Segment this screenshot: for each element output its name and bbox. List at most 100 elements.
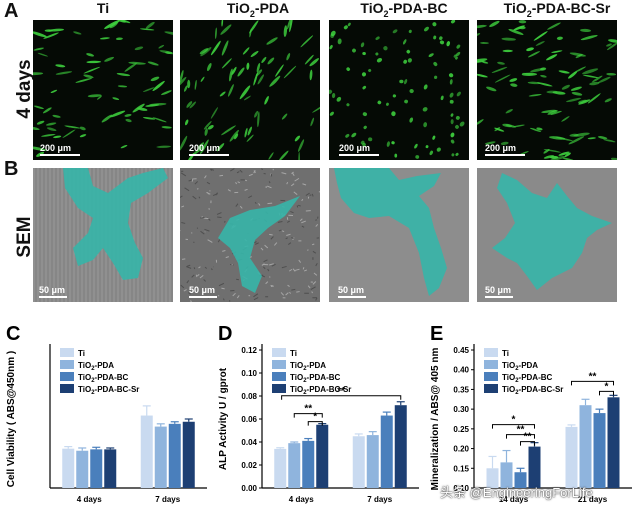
cell-mark [158, 44, 165, 49]
cell-mark [399, 79, 404, 84]
cell-mark [575, 53, 583, 59]
cell-mark [501, 37, 516, 41]
cell-mark [50, 89, 58, 94]
cell-mark [556, 36, 563, 40]
cell-mark [189, 101, 197, 109]
cell-mark [604, 98, 612, 103]
significance-mark: * [512, 415, 516, 426]
cell-mark [128, 61, 146, 65]
column-title-tio2-pda: TiO2-PDA [183, 0, 333, 19]
cell-mark [383, 46, 388, 51]
cell-mark [455, 51, 461, 57]
cell-mark [33, 105, 44, 110]
fluorescence-image-ti: 200 μm [33, 20, 173, 160]
legend-swatch [272, 360, 286, 369]
cell-mark [391, 111, 396, 117]
fluorescence-cells-ti [33, 20, 173, 157]
bar [607, 397, 620, 488]
cell-mark [283, 65, 297, 79]
cell-mark [36, 120, 45, 125]
significance-mark: ** [589, 371, 597, 382]
cell-mark [502, 49, 513, 53]
cell-mark [152, 80, 165, 92]
cell-mark [329, 44, 333, 50]
panel-letter: D [218, 323, 232, 345]
legend-label: TiO2-PDA-BC [78, 373, 129, 384]
cell-mark [287, 20, 292, 30]
cell-mark [570, 86, 582, 91]
significance-mark-bracket [281, 395, 402, 400]
legend-label: TiO2-PDA [78, 361, 114, 372]
legend-swatch [60, 360, 74, 369]
legend-swatch [60, 372, 74, 381]
cell-mark [55, 64, 66, 68]
cell-mark [543, 155, 555, 159]
legend-swatch [272, 348, 286, 357]
cell-mark [432, 135, 436, 140]
panel-letter: C [6, 323, 20, 345]
legend-swatch [60, 348, 74, 357]
y-tick-label: 0.08 [241, 392, 257, 401]
cell-mark [489, 20, 500, 28]
cell-mark [79, 126, 86, 131]
cell-mark [450, 139, 455, 144]
cell-mark [294, 135, 301, 142]
significance-mark-bracket [293, 413, 323, 418]
cell-mark [597, 136, 608, 140]
cell-mark [43, 32, 59, 39]
scale-bar [485, 296, 513, 298]
cell-mark [558, 151, 570, 156]
cell-mark [521, 72, 534, 75]
cell-mark [266, 37, 278, 45]
cell-mark [330, 30, 336, 37]
cell-mark [229, 68, 233, 82]
cell-mark [283, 25, 288, 38]
cell-mark [97, 95, 102, 100]
cell-mark [423, 122, 428, 128]
cell-mark [376, 57, 383, 63]
cell-mark [42, 107, 52, 114]
cell-mark [433, 35, 437, 40]
cell-mark [180, 135, 188, 151]
cell-mark [606, 43, 612, 47]
cell-mark [86, 60, 102, 64]
cell-mark [347, 22, 351, 27]
cell-mark [343, 25, 348, 30]
cell-mark [440, 95, 444, 101]
cell-mark [494, 127, 501, 132]
bar [182, 421, 195, 488]
cell-mark [434, 75, 438, 79]
fluorescence-cells-tio2-pda-bc-sr [477, 20, 617, 160]
cell-mark [429, 150, 433, 156]
cell-mark [117, 85, 128, 88]
column-title-sub: 2 [526, 8, 532, 19]
scale-label: 50 μm [39, 285, 66, 295]
legend-swatch [484, 348, 498, 357]
cell-mark [142, 87, 155, 93]
y-tick-label: 0.40 [453, 366, 469, 375]
significance-mark-bracket [571, 380, 614, 386]
cell-mark [116, 72, 131, 77]
cell-mark [286, 53, 291, 61]
legend-swatch [60, 384, 74, 393]
cell-mark [459, 121, 465, 127]
cell-mark [386, 102, 389, 106]
cell-mark [267, 57, 275, 65]
significance-mark-bracket [599, 390, 614, 396]
bar [104, 449, 117, 488]
cell-mark [375, 36, 380, 40]
cell-mark [312, 103, 320, 113]
cell-mark [329, 89, 333, 94]
significance-mark-bracket [307, 421, 323, 426]
cell-mark [246, 134, 254, 142]
cell-mark [456, 91, 461, 97]
cell-mark [540, 74, 547, 78]
cell-mark [592, 75, 603, 83]
cell-mark [477, 73, 488, 78]
cell-mark [278, 150, 289, 160]
cell-mark [497, 61, 505, 65]
cell-mark [139, 28, 155, 31]
cell-mark [101, 114, 113, 123]
cell-mark [508, 28, 524, 35]
cell-mark [207, 125, 214, 130]
